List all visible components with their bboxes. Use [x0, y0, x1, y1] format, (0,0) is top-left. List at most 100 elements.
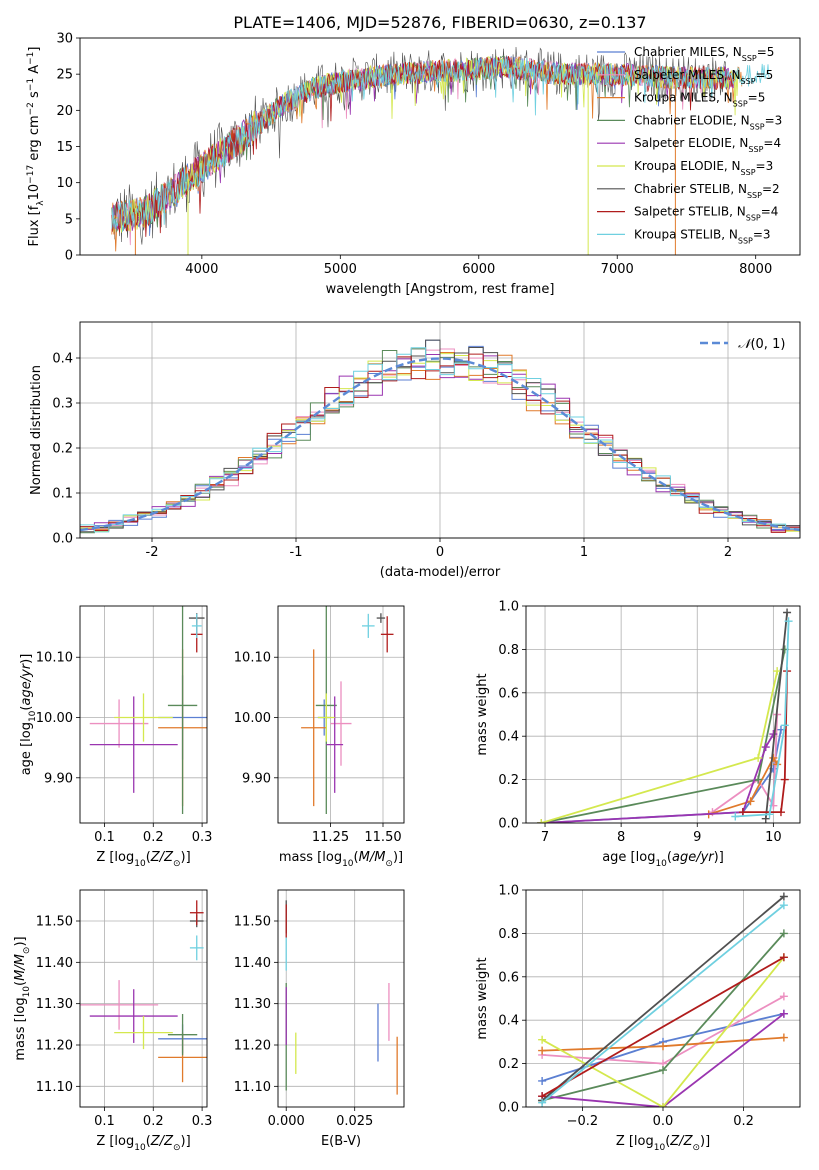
legend-label: Salpeter ELODIE, NSSP=4: [634, 136, 781, 154]
panel-spectrum: 4000 5000 6000 7000 8000 0 5 10 15 20 25 30 waveleng…: [26, 32, 801, 297]
y-axis-label: mass [log10(M/M⊙)]: [13, 936, 32, 1060]
panel-mass-weight-vs-age: 7 8 9 10 0.0 0.2 0.4 0.6 0.8 1.0 age [log10(age/yr…: [475, 600, 801, 869]
y-tick-label: 30: [56, 32, 73, 47]
spectrum-line: [111, 56, 743, 233]
x-axis-label: age [log10(age/yr)]: [602, 850, 724, 869]
x-tick-label: 8000: [739, 262, 772, 277]
series-marker: [765, 810, 774, 819]
y-axis-label: mass weight: [475, 957, 490, 1039]
series-marker: [779, 1033, 788, 1042]
y-tick-label: 15: [56, 140, 73, 155]
series-line: [541, 956, 785, 1097]
series-marker: [731, 812, 740, 821]
panel-residual-histogram: -2 -1 0 1 2 0.0 0.1 0.2 0.3 0.4 (data-model)/error…: [29, 321, 801, 580]
x-tick-label: 0.025: [336, 1114, 373, 1129]
series-line: [541, 904, 785, 1104]
figure-title: PLATE=1406, MJD=52876, FIBERID=0630, z=0…: [233, 13, 646, 32]
x-tick-label: 0.2: [143, 1114, 164, 1129]
axes-frame: [277, 889, 405, 1108]
plot-area: [80, 900, 207, 1083]
x-tick-label: 9: [693, 830, 701, 845]
legend-label: Salpeter MILES, NSSP=5: [634, 68, 773, 86]
panel-age-vs-mass: 11.25 11.50 9.90 10.00 10.10 mass [log10(M/M⊙…: [234, 605, 405, 869]
series-marker: [538, 1076, 547, 1085]
legend-label: Chabrier ELODIE, NSSP=3: [634, 113, 782, 130]
y-tick-label: 0.6: [498, 970, 519, 985]
y-tick-label: 5: [65, 212, 73, 227]
legend-label: Chabrier STELIB, NSSP=2: [634, 182, 780, 200]
panel-mass-vs-EBV: 0.000 0.025 11.10 11.20 11.30 11.40 11.50 E(B-V…: [234, 889, 405, 1149]
y-tick-label: 0.2: [498, 773, 519, 788]
charts-layer: 4000 5000 6000 7000 8000051015202530waveleng…: [13, 32, 801, 1153]
x-axis-label: E(B-V): [321, 1134, 361, 1149]
x-axis-label: Z [log10(Z/Z⊙)]: [96, 1134, 190, 1153]
x-tick-label: -2: [146, 545, 159, 560]
y-tick-label: 10.10: [234, 651, 271, 666]
series-line: [764, 612, 788, 819]
y-axis-label: Flux [fλ10−17 erg cm−2 s−1 A−1]: [26, 47, 46, 247]
y-tick-label: 11.50: [234, 915, 271, 930]
x-tick-label: 7: [541, 830, 549, 845]
series-marker: [746, 797, 755, 806]
panel-mass-weight-vs-Z: −0.2 0.0 0.2 0.0 0.2 0.4 0.6 0.8 1.0 Z [log10(Z/Z…: [475, 884, 801, 1153]
series-marker: [538, 1046, 547, 1055]
series-marker: [659, 1066, 667, 1075]
y-tick-label: 10.00: [36, 711, 73, 726]
legend: 𝒩(0, 1): [700, 337, 785, 352]
series-marker: [538, 1098, 547, 1107]
panel-mass-vs-Z: 0.1 0.2 0.3 11.10 11.20 11.30 11.40 11.50 Z [log…: [13, 889, 212, 1153]
legend-label: Kroupa ELODIE, NSSP=3: [634, 159, 773, 177]
y-tick-label: 10.00: [234, 711, 271, 726]
plot-area: [285, 900, 398, 1095]
y-tick-label: 1.0: [498, 884, 519, 899]
spectrum-line: [111, 58, 770, 232]
plot-area: [537, 608, 793, 823]
y-tick-label: 1.0: [498, 600, 519, 615]
plot-area: [111, 46, 770, 255]
series-marker: [776, 808, 785, 817]
series-marker: [769, 753, 778, 762]
series-marker: [779, 892, 788, 901]
series-marker: [754, 753, 763, 762]
y-tick-label: 11.10: [234, 1080, 271, 1095]
plot-area: [301, 606, 394, 814]
y-tick-label: 0.4: [498, 1014, 519, 1029]
x-axis-label: Z [log10(Z/Z⊙)]: [616, 1134, 710, 1153]
x-axis-label: (data-model)/error: [380, 565, 501, 580]
y-tick-label: 11.30: [234, 997, 271, 1012]
y-tick-label: 11.40: [234, 956, 271, 971]
y-tick-label: 0.0: [498, 1101, 519, 1116]
y-tick-label: 10.10: [36, 651, 73, 666]
series-marker: [779, 992, 788, 1001]
x-tick-label: 0.1: [94, 830, 115, 845]
y-tick-label: 11.30: [36, 997, 73, 1012]
y-tick-label: 11.10: [36, 1080, 73, 1095]
y-tick-label: 0.8: [498, 643, 519, 658]
series-line: [542, 1012, 785, 1107]
x-tick-label: 0: [436, 545, 444, 560]
legend: Chabrier MILES, NSSP=5 Salpeter MILES, NS…: [597, 45, 782, 245]
y-axis-label: mass weight: [475, 673, 490, 755]
x-axis-label: Z [log10(Z/Z⊙)]: [96, 850, 190, 869]
x-axis-label: mass [log10(M/M⊙)]: [279, 850, 403, 869]
series-marker: [783, 608, 792, 617]
panel-age-vs-Z: 0.1 0.2 0.3 9.90 10.00 10.10 Z [log10(Z/Z⊙)] ag…: [19, 605, 212, 869]
x-tick-label: 11.25: [312, 830, 349, 845]
series-marker: [784, 617, 793, 626]
x-tick-label: −0.2: [567, 1114, 599, 1129]
x-tick-label: 5000: [324, 262, 357, 277]
series-marker: [769, 730, 778, 739]
legend-label: Kroupa STELIB, NSSP=3: [634, 227, 771, 245]
axes-frame: [525, 605, 801, 824]
series-marker: [537, 819, 546, 823]
plot-area: [538, 892, 788, 1107]
y-tick-label: 0.2: [498, 1057, 519, 1072]
series-marker: [779, 929, 788, 938]
y-tick-label: 11.20: [36, 1039, 73, 1054]
x-tick-label: 0.2: [733, 1114, 754, 1129]
legend-label: Kroupa MILES, NSSP=5: [634, 91, 765, 109]
y-axis-label: age [log10(age/yr)]: [19, 654, 38, 776]
axes-frame: [79, 889, 208, 1108]
y-tick-label: 0.0: [52, 532, 73, 547]
